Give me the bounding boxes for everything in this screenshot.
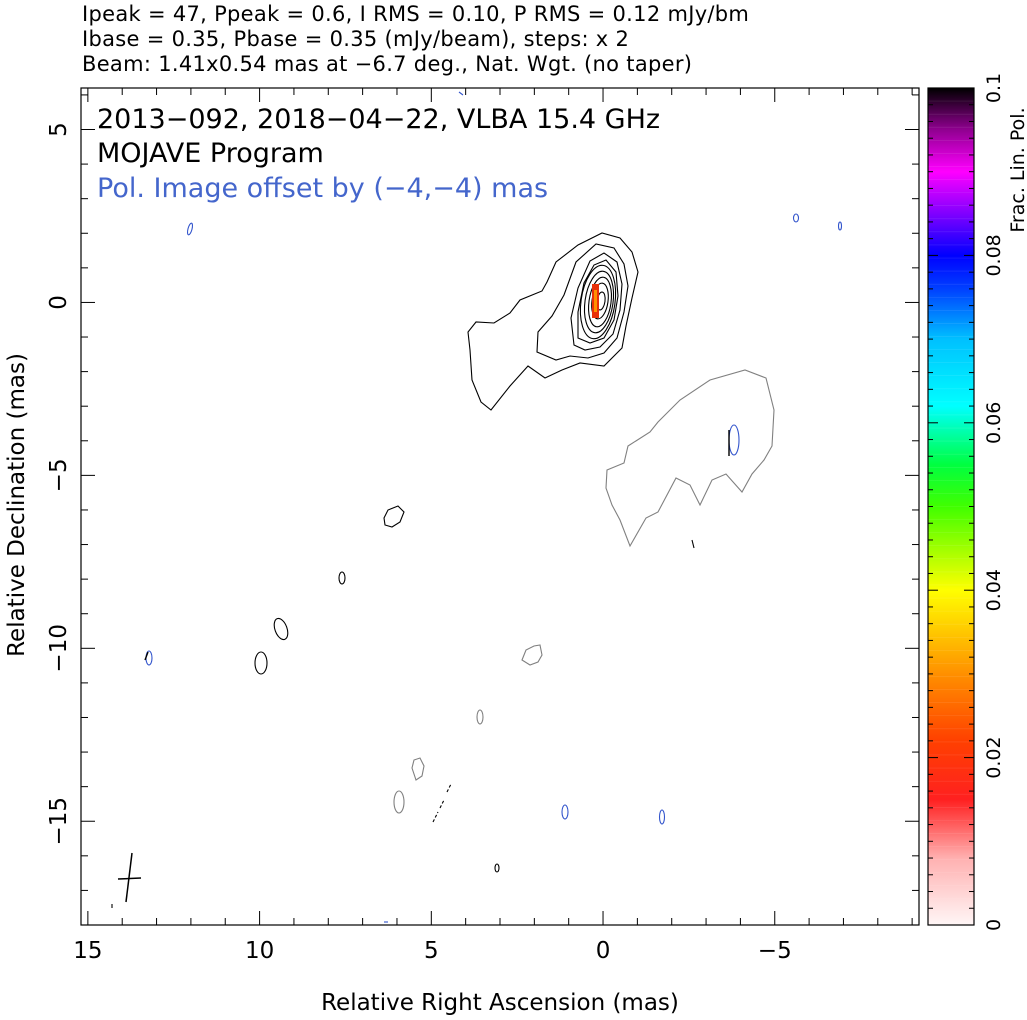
y-axis-label: Relative Declination (mas)	[4, 353, 30, 657]
header-line-1: Ipeak = 47, Ppeak = 0.6, I RMS = 0.10, P…	[82, 2, 750, 26]
contour-5	[579, 264, 617, 340]
stokes-i-contours	[111, 232, 695, 908]
blue-contour-2	[792, 213, 800, 223]
blue-contour-7	[658, 809, 666, 825]
x-tick-label: 5	[424, 938, 439, 964]
pol-offset-note: Pol. Image offset by (−4,−4) mas	[97, 173, 548, 204]
pol-contour-4	[411, 757, 425, 781]
pol-contour-main	[605, 369, 775, 548]
contour-noise-2	[338, 571, 346, 585]
colorbar-ticks: 0 0.02 0.04 0.06 0.08 0.1	[928, 73, 1005, 931]
blue-contour-4	[728, 424, 740, 456]
contour-noise-5	[432, 783, 452, 823]
contour-noise-7	[691, 539, 695, 549]
colorbar-bands	[928, 100, 974, 913]
x-tick-labels: 15 10 5 0 −5	[73, 938, 791, 964]
y-tick-label: −15	[46, 797, 72, 846]
header-line-2: Ibase = 0.35, Pbase = 0.35 (mJy/beam), s…	[82, 27, 630, 51]
axis-ticks	[81, 88, 919, 926]
contour-7	[588, 276, 612, 328]
contour-outer	[467, 232, 639, 411]
contour-noise-6	[494, 863, 500, 873]
pol-peak-core	[594, 290, 597, 312]
contour-noise-4	[254, 651, 268, 675]
colorbar	[928, 88, 974, 925]
contour-6	[583, 270, 615, 334]
blue-contour-1	[186, 222, 194, 236]
colorbar-tick-label: 0.08	[983, 234, 1005, 276]
plot-frame	[80, 87, 920, 926]
blue-contour-6	[561, 804, 569, 820]
y-tick-label: 0	[46, 295, 72, 310]
colorbar-tick-label: 0.02	[983, 736, 1005, 778]
colorbar-tick-label: 0.06	[983, 402, 1005, 444]
blue-contour-9	[458, 91, 464, 96]
y-tick-label: −5	[46, 458, 72, 492]
colorbar-tick-label: 0.04	[983, 569, 1005, 611]
beam-cross	[117, 852, 142, 903]
pol-contour-2	[521, 644, 543, 666]
contour-2	[536, 243, 629, 361]
contour-noise-1	[383, 505, 405, 528]
x-tick-label: 0	[596, 938, 611, 964]
header-line-3: Beam: 1.41x0.54 mas at −6.7 deg., Nat. W…	[82, 52, 693, 76]
blue-contours	[145, 91, 843, 923]
pol-offset-contours	[393, 369, 775, 814]
x-tick-label: 10	[245, 938, 274, 964]
x-tick-label: 15	[73, 938, 102, 964]
evpa-ticks	[144, 430, 730, 661]
x-tick-label: −5	[758, 938, 792, 964]
y-tick-label: −10	[46, 624, 72, 673]
contour-noise-3	[273, 617, 289, 641]
colorbar-label: Frac. Lin. Pol.	[1007, 107, 1027, 232]
blue-contour-3	[837, 221, 843, 231]
colorbar-tick-label: 0	[983, 919, 1005, 931]
contour-3	[570, 252, 623, 351]
y-tick-labels: 5 0 −5 −10 −15	[46, 122, 72, 845]
x-axis-label: Relative Right Ascension (mas)	[321, 990, 679, 1016]
y-tick-label: 5	[46, 122, 72, 137]
plot-subtitle: MOJAVE Program	[97, 138, 324, 169]
plot-title: 2013−092, 2018−04−22, VLBA 15.4 GHz	[97, 104, 660, 135]
colorbar-tick-label: 0.1	[983, 73, 1005, 103]
pol-contour-3	[476, 709, 484, 725]
pol-contour-5	[393, 790, 405, 814]
